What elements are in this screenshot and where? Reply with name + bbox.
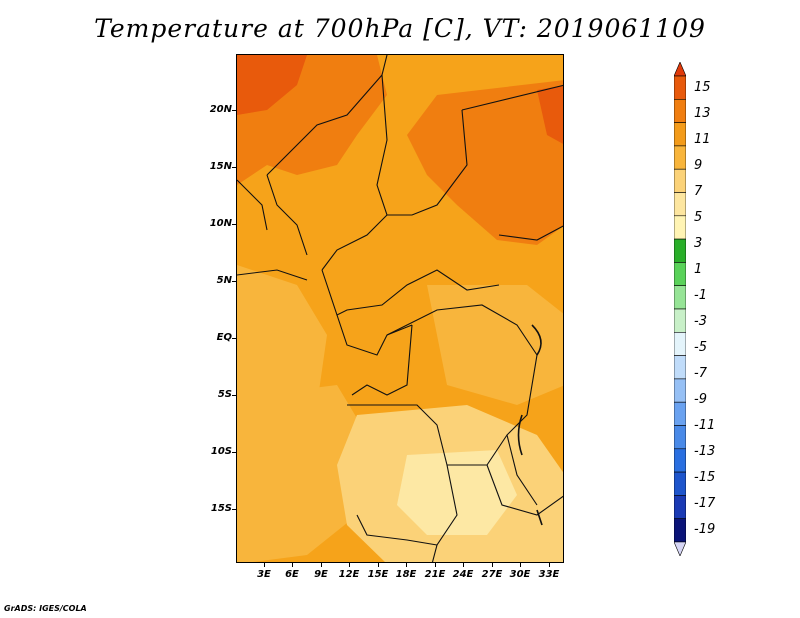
lake-outlines <box>517 324 543 526</box>
lon-label: 33E <box>538 569 560 580</box>
lon-tick <box>520 563 521 567</box>
colorbar-segment <box>674 215 686 240</box>
temperature-map <box>236 54 564 563</box>
colorbar-label: -15 <box>694 470 716 485</box>
region-mild-southwest <box>237 385 367 562</box>
colorbar-label: -9 <box>694 392 707 407</box>
colorbar-segment <box>674 98 686 123</box>
colorbar-segment <box>674 378 686 403</box>
colorbar-segment <box>674 285 686 310</box>
colorbar-label: 1 <box>694 262 703 277</box>
lon-label: 9E <box>314 569 328 580</box>
lon-tick <box>549 563 550 567</box>
colorbar-label: 15 <box>694 80 711 95</box>
region-coolest-south <box>397 450 517 535</box>
lon-tick <box>264 563 265 567</box>
colorbar-label: 3 <box>694 236 703 251</box>
chart-title: Temperature at 700hPa [C], VT: 201906110… <box>94 14 706 43</box>
lon-label: 12E <box>338 569 360 580</box>
lat-label: 15N <box>209 161 232 172</box>
lat-label: 5N <box>216 275 232 286</box>
colorbar-svg <box>674 62 686 556</box>
lon-tick <box>435 563 436 567</box>
lon-label: 6E <box>285 569 299 580</box>
lon-tick <box>463 563 464 567</box>
colorbar-segment <box>674 145 686 170</box>
colorbar-label: 11 <box>694 132 711 147</box>
colorbar-label: 7 <box>694 184 703 199</box>
lat-tick <box>232 395 236 396</box>
colorbar-label: 13 <box>694 106 711 121</box>
lon-tick <box>349 563 350 567</box>
colorbar-segment <box>674 168 686 193</box>
colorbar-segment <box>674 331 686 356</box>
colorbar-segment <box>674 192 686 217</box>
colorbar-segment <box>674 448 686 473</box>
lon-tick <box>492 563 493 567</box>
colorbar-label: -13 <box>694 444 716 459</box>
region-hot-northeast <box>537 85 563 144</box>
lat-tick <box>232 338 236 339</box>
colorbar-label: -17 <box>694 496 716 511</box>
lon-label: 18E <box>395 569 417 580</box>
lon-label: 3E <box>257 569 271 580</box>
colorbar-segment <box>674 122 686 147</box>
colorbar-segment <box>674 518 686 543</box>
lat-label: 20N <box>209 104 232 115</box>
colorbar-segment <box>674 238 686 263</box>
lat-tick <box>232 281 236 282</box>
colorbar-label: -1 <box>694 288 707 303</box>
colorbar-label: 9 <box>694 158 703 173</box>
region-hot-northwest <box>237 55 307 115</box>
lon-label: 21E <box>424 569 446 580</box>
lat-tick <box>232 167 236 168</box>
map-canvas <box>237 55 563 562</box>
lon-label: 24E <box>452 569 474 580</box>
lat-label: 5S <box>217 389 232 400</box>
lon-label: 30E <box>509 569 531 580</box>
colorbar-label: -19 <box>694 522 716 537</box>
lat-label: EQ <box>216 332 232 343</box>
grads-credit: GrADS: IGES/COLA <box>4 604 87 613</box>
colorbar-segment <box>674 355 686 380</box>
region-mild-east-central <box>427 285 563 405</box>
lon-tick <box>378 563 379 567</box>
colorbar-label: -5 <box>694 340 707 355</box>
colorbar-segment <box>674 308 686 333</box>
colorbar-segment <box>674 471 686 496</box>
colorbar-bottom-arrow <box>674 541 686 556</box>
colorbar-segment <box>674 495 686 519</box>
lat-label: 10N <box>209 218 232 229</box>
lon-tick <box>406 563 407 567</box>
region-warm-east <box>407 80 563 245</box>
lon-label: 15E <box>367 569 389 580</box>
colorbar-label: -3 <box>694 314 707 329</box>
colorbar-segment <box>674 262 686 286</box>
lat-label: 10S <box>210 446 232 457</box>
lon-tick <box>292 563 293 567</box>
lat-tick <box>232 224 236 225</box>
colorbar-segment <box>674 425 686 450</box>
colorbar-segment <box>674 75 686 100</box>
colorbar-segment <box>674 401 686 426</box>
lat-tick <box>232 110 236 111</box>
colorbar-label: 5 <box>694 210 703 225</box>
lat-tick <box>232 452 236 453</box>
colorbar-label: -11 <box>694 418 716 433</box>
colorbar-top-arrow <box>674 62 686 77</box>
lat-label: 15S <box>210 503 232 514</box>
lon-label: 27E <box>481 569 503 580</box>
lat-tick <box>232 509 236 510</box>
country-borders <box>237 55 563 562</box>
colorbar-label: -7 <box>694 366 707 381</box>
lon-tick <box>321 563 322 567</box>
colorbar <box>674 62 686 556</box>
